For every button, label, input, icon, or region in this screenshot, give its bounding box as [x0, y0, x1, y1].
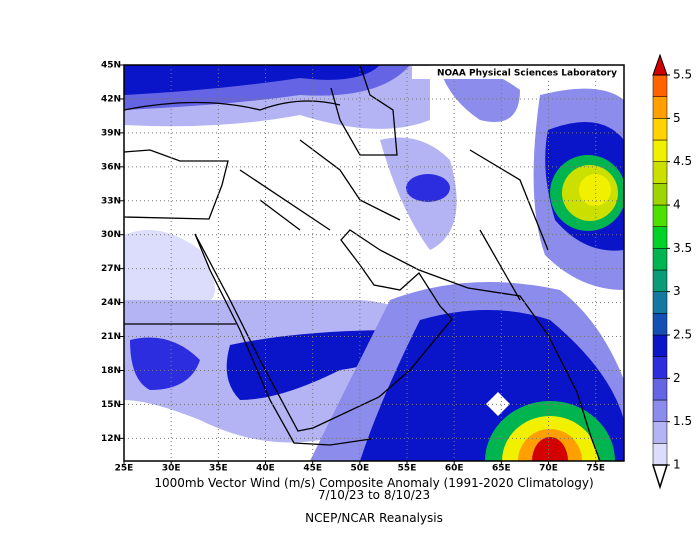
x-tick-label: 75E — [586, 464, 605, 474]
colorbar-label: 3.5 — [673, 241, 692, 255]
y-tick-label: 15N — [101, 400, 121, 410]
colorbar-label: 5.5 — [673, 68, 692, 82]
y-tick-label: 27N — [101, 264, 121, 274]
x-tick-label: 40E — [256, 464, 275, 474]
anomaly-field — [124, 65, 624, 461]
colorbar-box — [652, 204, 668, 227]
colorbar-box — [652, 139, 668, 162]
date-range: 7/10/23 to 8/10/23 — [318, 488, 430, 502]
x-tick-label: 50E — [351, 464, 370, 474]
attribution-box — [412, 66, 623, 79]
colorbar-box — [652, 74, 668, 97]
x-tick-label: 55E — [398, 464, 417, 474]
y-tick-label: 42N — [101, 94, 121, 104]
y-tick-label: 33N — [101, 196, 121, 206]
colorbar-box — [652, 183, 668, 206]
colorbar-label: 4.5 — [673, 154, 692, 168]
coastlines — [124, 65, 601, 461]
x-tick-label: 25E — [115, 464, 134, 474]
colorbar-box — [652, 269, 668, 292]
x-tick-label: 45E — [303, 464, 322, 474]
y-tick-label: 18N — [101, 366, 121, 376]
colorbar-box — [652, 443, 668, 466]
colorbar-label: 2 — [673, 371, 681, 385]
y-tick-label: 45N — [101, 61, 121, 71]
chart-title: 1000mb Vector Wind (m/s) Composite Anoma… — [154, 476, 593, 490]
y-tick-label: 12N — [101, 434, 121, 444]
colorbar-box — [652, 96, 668, 119]
colorbar-label: 4 — [673, 198, 681, 212]
colorbar-box — [652, 421, 668, 444]
colorbar-box — [652, 161, 668, 184]
colorbar-over — [652, 53, 668, 76]
x-tick-label: 60E — [445, 464, 464, 474]
y-tick-label: 30N — [101, 230, 121, 240]
colorbar-box — [652, 378, 668, 401]
colorbar-box — [652, 313, 668, 336]
x-tick-label: 70E — [539, 464, 558, 474]
x-tick-label: 35E — [209, 464, 228, 474]
colorbar-box — [652, 334, 668, 357]
colorbar-box — [652, 291, 668, 314]
colorbar-box — [652, 356, 668, 379]
colorbar-box — [652, 226, 668, 249]
colorbar-label: 1.5 — [673, 414, 692, 428]
colorbar-label: 3 — [673, 284, 681, 298]
x-tick-label: 30E — [162, 464, 181, 474]
colorbar-label: 5 — [673, 111, 681, 125]
colorbar: 1 1.5 2 2.5 3 3.5 4 4.5 5 5.5 — [651, 53, 692, 490]
colorbar-label: 1 — [673, 458, 681, 472]
y-tick-label: 21N — [101, 332, 121, 342]
colorbar-box — [652, 248, 668, 271]
source: NCEP/NCAR Reanalysis — [305, 511, 443, 525]
attribution: NOAA Physical Sciences Laboratory — [437, 69, 617, 79]
colorbar-under — [651, 464, 669, 490]
y-tick-label: 24N — [101, 298, 121, 308]
plot-frame — [123, 64, 625, 462]
x-tick-label: 65E — [492, 464, 511, 474]
y-tick-label: 39N — [101, 128, 121, 138]
colorbar-box — [652, 399, 668, 422]
y-tick-label: 36N — [101, 162, 121, 172]
colorbar-box — [652, 118, 668, 141]
colorbar-label: 2.5 — [673, 328, 692, 342]
